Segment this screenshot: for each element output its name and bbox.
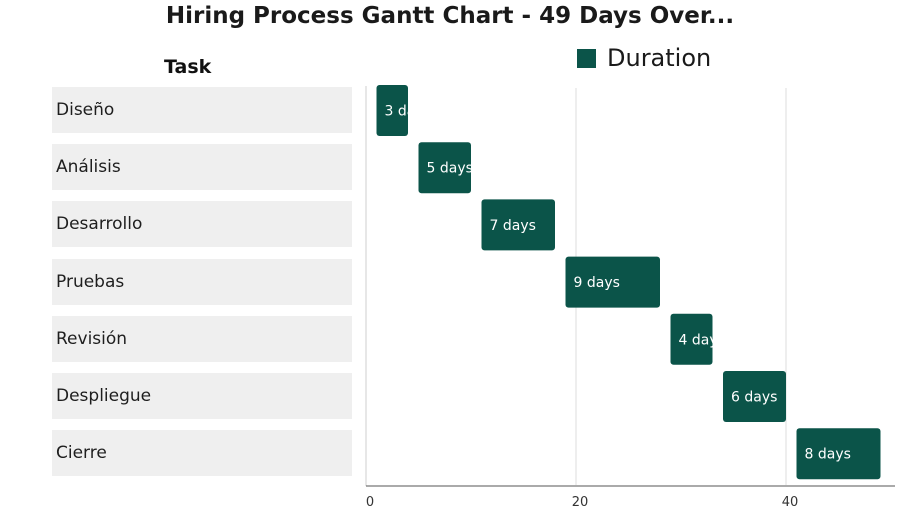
bar-duration-label: 3 days — [385, 104, 431, 120]
duration-bar — [565, 256, 660, 308]
legend-label: Duration — [607, 44, 712, 72]
duration-bar — [670, 313, 713, 365]
duration-bar — [481, 199, 555, 251]
task-row: Diseño — [52, 87, 352, 133]
task-column-header: Task — [164, 56, 212, 78]
duration-bar — [796, 428, 881, 480]
x-tick-label: 20 — [572, 495, 589, 510]
duration-bar — [418, 142, 471, 194]
bar-duration-label: 5 days — [427, 161, 473, 177]
task-row: Análisis — [52, 144, 352, 191]
x-tick-label: 40 — [782, 495, 799, 510]
task-row: Revisión — [52, 315, 352, 362]
x-tick-label: 0 — [366, 495, 374, 510]
x-tick-labels: 0 20 40 — [366, 495, 798, 510]
bar-duration-label: 9 days — [574, 275, 620, 291]
duration-bar — [723, 371, 786, 422]
legend: Duration — [577, 44, 711, 72]
legend-swatch — [577, 48, 596, 68]
x-axis — [365, 86, 895, 487]
duration-bar — [376, 85, 408, 136]
bars: 3 days 5 days 7 days 9 days 4 days 6 days 8 da… — [376, 85, 881, 480]
bar-duration-label: 8 days — [805, 447, 851, 463]
bar-duration-label: 4 days — [679, 332, 725, 348]
task-row: Desarrollo — [52, 201, 352, 248]
chart-title: Hiring Process Gantt Chart - 49 Days Ove… — [165, 3, 735, 29]
task-row: Cierre — [52, 430, 352, 477]
task-row: Pruebas — [52, 258, 352, 305]
bar-duration-label: 7 days — [490, 218, 536, 234]
task-row: Despliegue — [52, 373, 352, 419]
bar-duration-label: 6 days — [731, 390, 777, 406]
